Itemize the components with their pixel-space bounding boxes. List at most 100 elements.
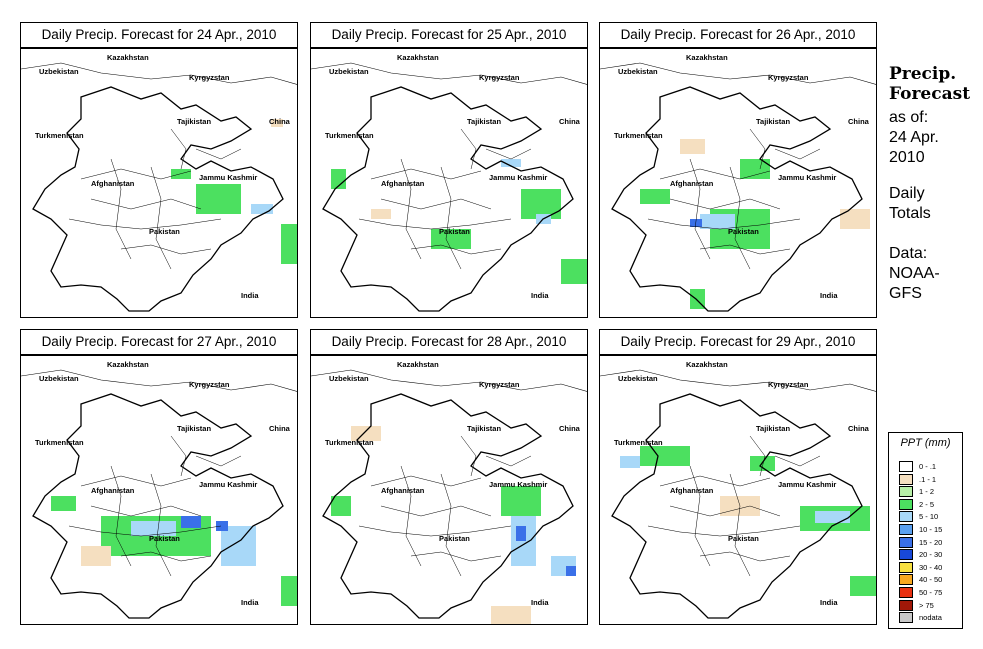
province-border <box>195 455 242 467</box>
province-border <box>195 148 242 160</box>
precip-cell <box>501 159 521 167</box>
map-label: Tajikistan <box>467 424 502 433</box>
province-border <box>440 473 462 577</box>
country-border <box>322 86 574 312</box>
panel-title: Daily Precip. Forecast for 26 Apr., 2010 <box>599 22 877 48</box>
legend-swatch <box>899 587 913 598</box>
map-label: India <box>241 598 259 607</box>
side-title: Precip. Forecast <box>889 64 970 104</box>
map-label: Turkmenistan <box>325 131 374 140</box>
precip-cell <box>351 426 381 441</box>
forecast-map: Kazakhstan Uzbekistan Kyrgyzstan Tajikistan… <box>599 48 877 318</box>
map-label: Uzbekistan <box>39 67 79 76</box>
legend-swatch <box>899 574 913 586</box>
side-title-line2: Forecast <box>889 84 971 104</box>
map-label: Turkmenistan <box>325 438 374 447</box>
map-label: Pakistan <box>728 227 759 236</box>
ppt-legend: PPT (mm) 0 - .1 .1 - 1 1 - 2 2 - 5 5 - 10 10 … <box>888 432 963 629</box>
map-svg <box>311 62 587 312</box>
province-border <box>410 244 502 255</box>
legend-label: 10 - 15 <box>919 525 943 534</box>
as-of-label: as of: <box>889 109 929 126</box>
legend-swatch <box>899 511 913 523</box>
legend-label: 15 - 20 <box>919 537 943 547</box>
map-label: Kazakhstan <box>397 360 439 369</box>
forecast-map: Kazakhstan Uzbekistan Kyrgyzstan Tajikistan… <box>20 355 298 625</box>
legend-label: 2 - 5 <box>919 499 935 509</box>
map-label: Tajikistan <box>756 117 791 126</box>
daily-label: Daily <box>889 185 925 202</box>
side-title-line1: Precip. <box>889 64 957 84</box>
map-label: Afghanistan <box>381 179 425 188</box>
as-of-block: as of: 24 Apr. 2010 <box>889 108 939 168</box>
legend-swatch <box>899 486 913 498</box>
map-label: China <box>559 117 580 126</box>
map-label: Jammu Kashmir <box>489 480 548 489</box>
map-label: Tajikistan <box>756 424 791 433</box>
legend-label: .1 - 1 <box>919 474 937 484</box>
precip-cell <box>216 521 228 531</box>
legend-label: 20 - 30 <box>919 550 943 560</box>
precip-cell <box>561 259 587 284</box>
precip-cell <box>431 229 471 249</box>
province-border <box>358 218 512 230</box>
legend-title: PPT (mm) <box>900 437 951 449</box>
province-border <box>110 465 132 567</box>
precip-cell <box>281 576 297 606</box>
map-label: Tajikistan <box>177 424 212 433</box>
map-label: Turkmenistan <box>614 438 663 447</box>
province-border <box>370 475 482 487</box>
province-border <box>689 465 711 567</box>
data-source-block: Data: NOAA- GFS <box>889 244 940 304</box>
forecast-panel: Daily Precip. Forecast for 25 Apr., 2010… <box>310 22 588 318</box>
map-label: Kazakhstan <box>107 53 149 62</box>
province-border <box>485 455 532 467</box>
as-of-date: 24 Apr. <box>889 129 939 146</box>
province-border <box>150 473 172 577</box>
province-border <box>380 198 492 210</box>
map-label: Kazakhstan <box>686 53 728 62</box>
province-border <box>729 473 751 577</box>
province-border <box>774 455 821 467</box>
legend-swatch <box>899 498 913 510</box>
forecast-panel: Daily Precip. Forecast for 26 Apr., 2010… <box>599 22 877 318</box>
map-label: India <box>531 291 549 300</box>
forecast-panel: Daily Precip. Forecast for 24 Apr., 2010… <box>20 22 298 318</box>
precip-cell <box>700 214 735 229</box>
map-label: Kyrgyzstan <box>189 73 230 82</box>
map-svg <box>311 369 587 624</box>
precip-cell <box>221 526 256 566</box>
data-source-1: NOAA- <box>889 265 940 282</box>
province-border <box>80 168 192 180</box>
country-border <box>311 62 587 85</box>
map-label: Kyrgyzstan <box>768 380 809 389</box>
forecast-map: Kazakhstan Uzbekistan Kyrgyzstan Tajikistan… <box>599 355 877 625</box>
forecast-map: Kazakhstan Uzbekistan Kyrgyzstan Tajikistan… <box>20 48 298 318</box>
province-border <box>358 525 512 537</box>
precip-cell <box>331 169 346 189</box>
province-border <box>485 148 532 160</box>
map-label: Jammu Kashmir <box>778 173 837 182</box>
precip-cell <box>566 566 576 576</box>
province-border <box>699 551 791 562</box>
province-border <box>170 128 187 170</box>
map-label: India <box>820 598 838 607</box>
map-label: Uzbekistan <box>329 67 369 76</box>
map-label: Pakistan <box>149 227 180 236</box>
map-label: China <box>559 424 580 433</box>
province-border <box>749 435 766 477</box>
precip-cell <box>271 119 283 127</box>
forecast-panel: Daily Precip. Forecast for 29 Apr., 2010… <box>599 329 877 625</box>
country-border <box>322 393 574 619</box>
country-border <box>611 393 863 619</box>
province-border <box>460 435 477 477</box>
country-border <box>32 393 284 619</box>
province-border <box>400 158 422 260</box>
country-border <box>21 62 297 85</box>
province-border <box>460 128 477 170</box>
map-label: Jammu Kashmir <box>778 480 837 489</box>
map-svg <box>21 369 297 619</box>
province-border <box>659 475 771 487</box>
map-label: Afghanistan <box>381 486 425 495</box>
map-label: Kyrgyzstan <box>479 380 520 389</box>
